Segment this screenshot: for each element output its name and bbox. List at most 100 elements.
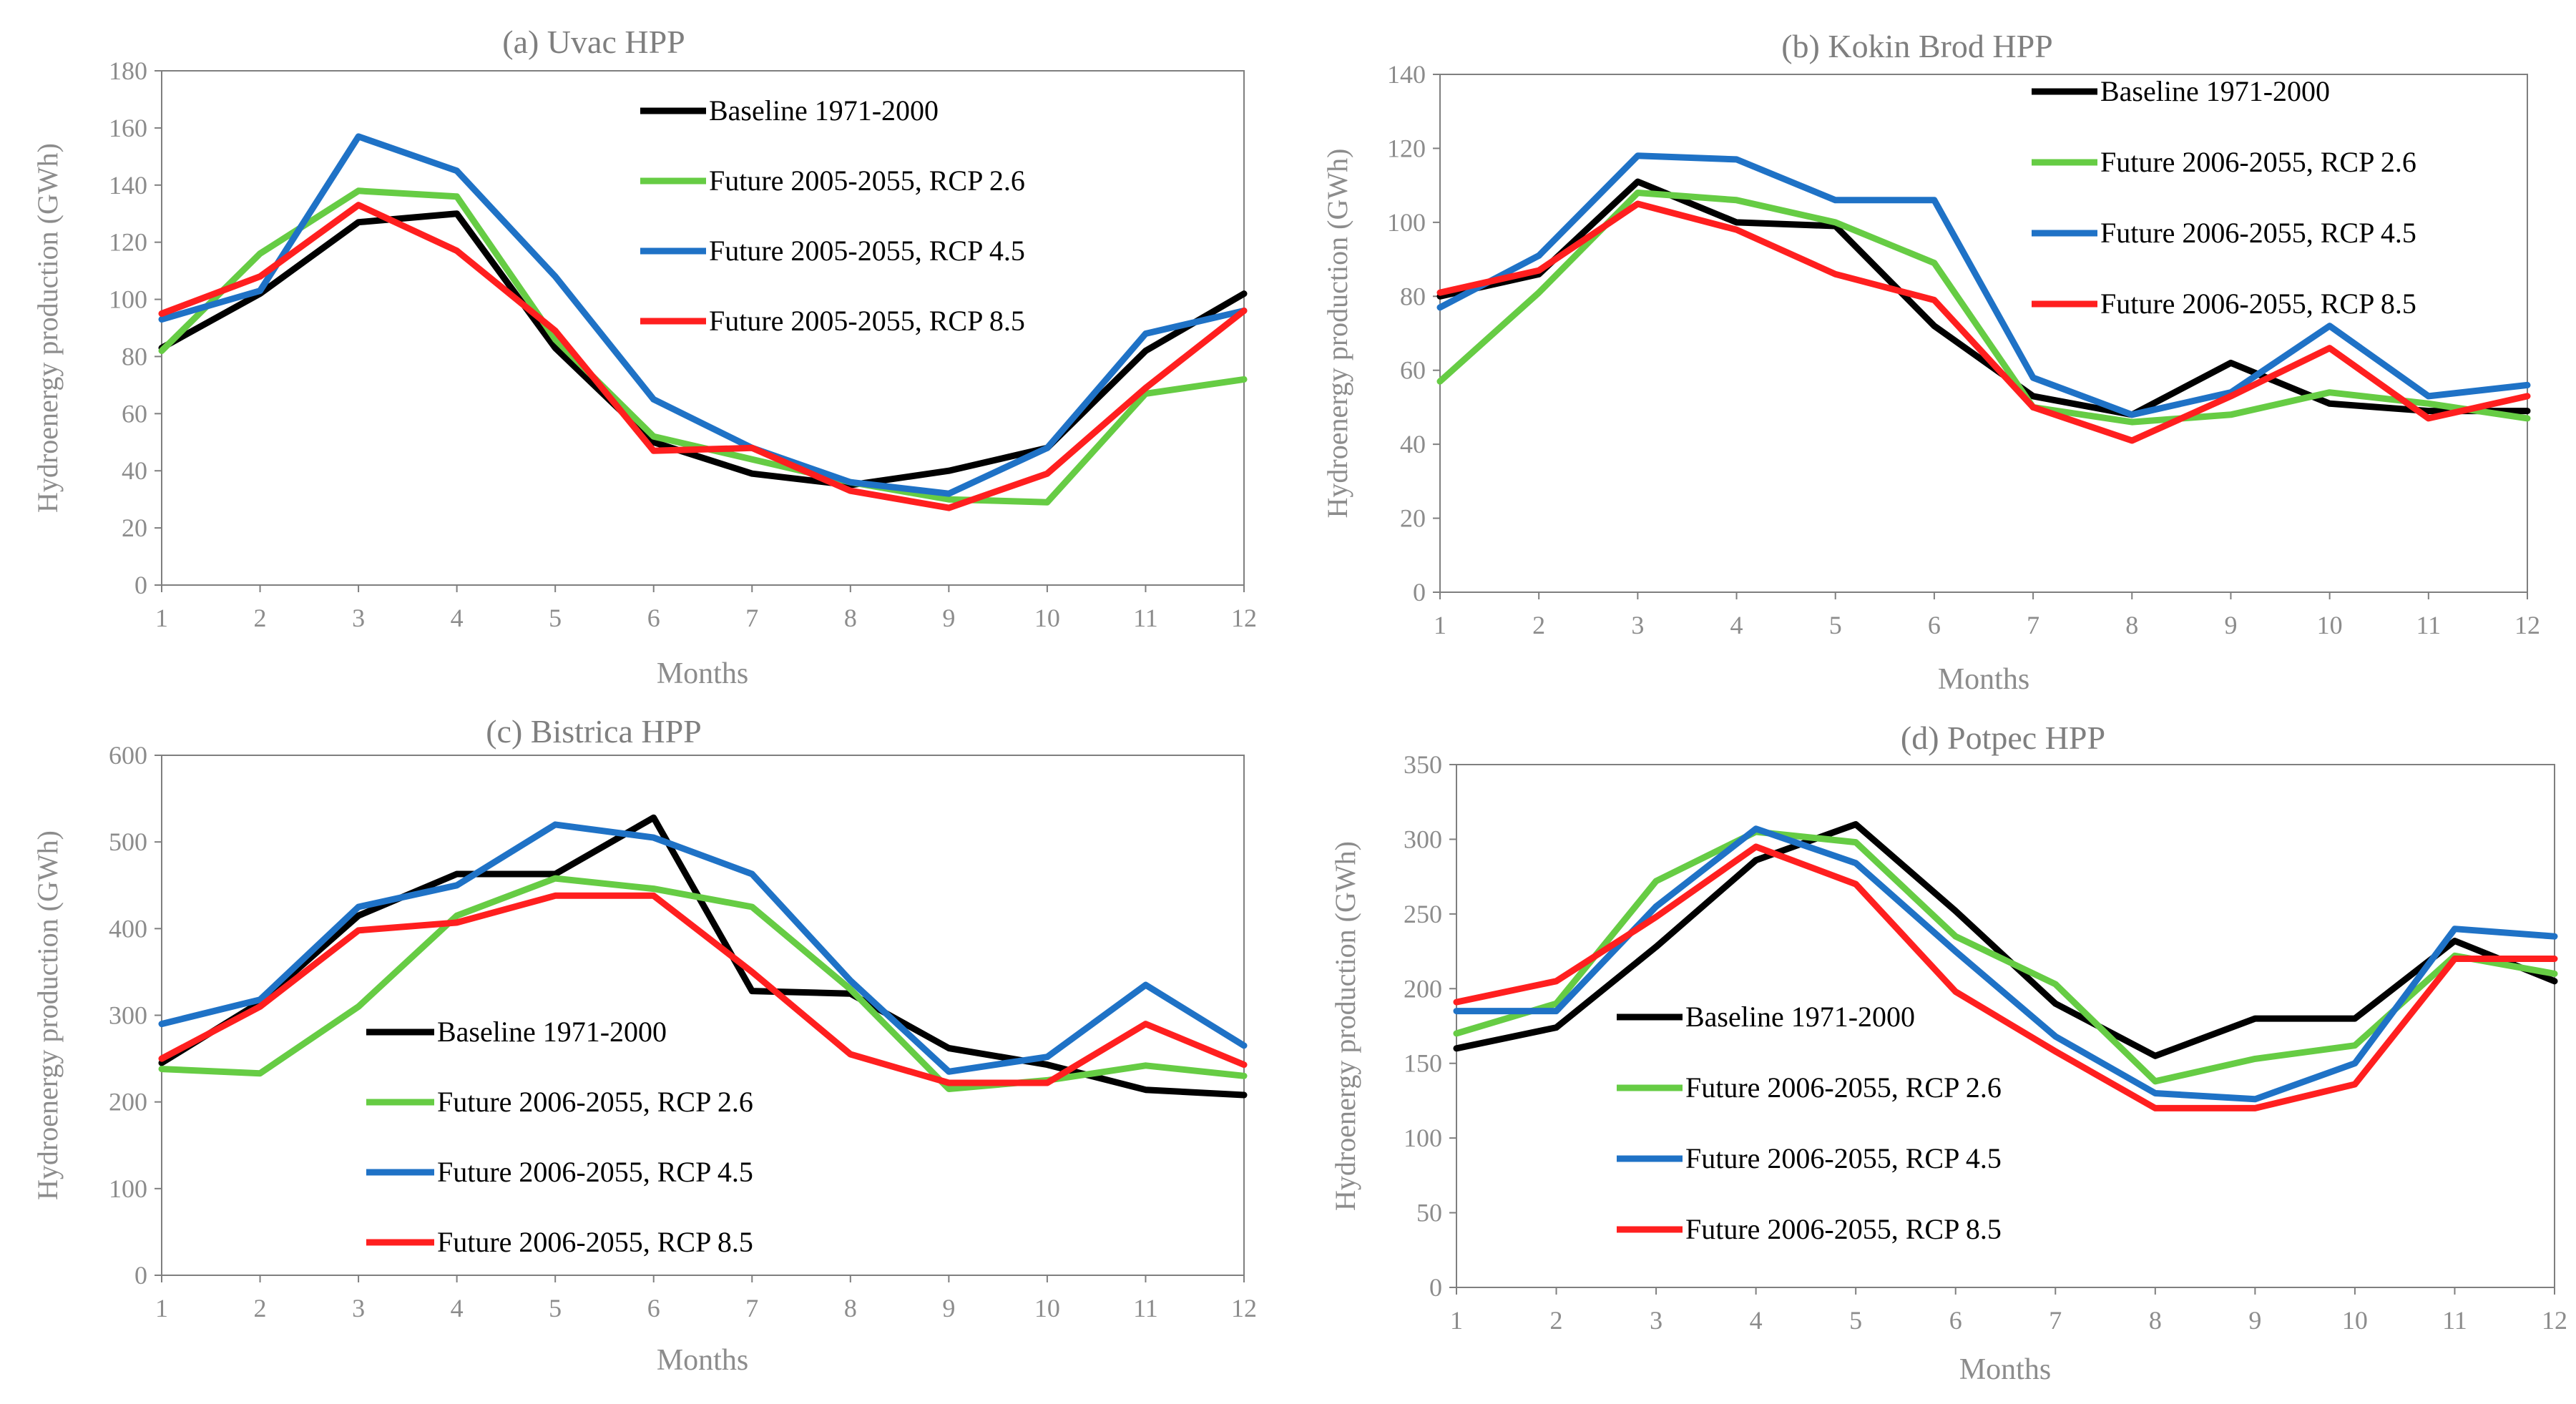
legend-label-rcp45: Future 2006-2055, RCP 4.5 xyxy=(2100,217,2416,249)
x-tick-label: 5 xyxy=(1829,611,1842,639)
x-tick-label: 11 xyxy=(1133,604,1158,632)
legend-label-rcp26: Future 2006-2055, RCP 2.6 xyxy=(437,1086,753,1118)
y-tick-label: 300 xyxy=(1404,825,1442,853)
x-tick-label: 11 xyxy=(1133,1294,1158,1322)
y-tick-label: 140 xyxy=(1387,60,1426,89)
x-axis-label: Months xyxy=(657,1344,748,1377)
y-tick-label: 20 xyxy=(1400,504,1426,533)
legend-label-rcp85: Future 2006-2055, RCP 8.5 xyxy=(1685,1213,2002,1245)
y-tick-label: 120 xyxy=(109,228,147,257)
y-tick-label: 100 xyxy=(1404,1124,1442,1152)
legend-label-baseline: Baseline 1971-2000 xyxy=(1685,1001,1915,1033)
x-tick-label: 7 xyxy=(2049,1306,2062,1335)
x-tick-label: 2 xyxy=(254,1294,267,1322)
legend-label-rcp85: Future 2006-2055, RCP 8.5 xyxy=(2100,288,2416,320)
legend-label-rcp45: Future 2005-2055, RCP 4.5 xyxy=(709,235,1025,267)
y-tick-label: 150 xyxy=(1404,1049,1442,1078)
y-tick-label: 20 xyxy=(122,514,147,542)
legend-label-baseline: Baseline 1971-2000 xyxy=(2100,75,2330,107)
x-axis-label: Months xyxy=(657,657,748,690)
legend-label-rcp26: Future 2006-2055, RCP 2.6 xyxy=(1685,1071,2002,1104)
x-tick-label: 3 xyxy=(352,1294,365,1322)
x-tick-label: 8 xyxy=(2149,1306,2162,1335)
x-tick-label: 5 xyxy=(549,604,562,632)
x-tick-label: 2 xyxy=(1532,611,1545,639)
y-tick-label: 0 xyxy=(134,571,147,599)
x-tick-label: 12 xyxy=(2542,1306,2567,1335)
y-tick-label: 500 xyxy=(109,828,147,856)
legend-label-rcp85: Future 2006-2055, RCP 8.5 xyxy=(437,1226,753,1258)
y-tick-label: 180 xyxy=(109,57,147,85)
x-tick-label: 1 xyxy=(155,604,168,632)
series-line-rcp45 xyxy=(158,133,1248,497)
x-tick-label: 7 xyxy=(745,604,758,632)
x-tick-label: 10 xyxy=(2342,1306,2368,1335)
x-tick-label: 4 xyxy=(451,1294,464,1322)
legend-label-baseline: Baseline 1971-2000 xyxy=(437,1016,667,1048)
y-tick-label: 140 xyxy=(109,171,147,200)
y-tick-label: 300 xyxy=(109,1001,147,1030)
x-tick-label: 3 xyxy=(1650,1306,1662,1335)
x-tick-label: 8 xyxy=(844,1294,857,1322)
plot-frame xyxy=(161,70,1245,586)
x-tick-label: 8 xyxy=(844,604,857,632)
x-tick-label: 3 xyxy=(352,604,365,632)
series-line-rcp26 xyxy=(158,875,1248,1092)
y-axis-label: Hydroenergy production (GWh) xyxy=(1321,149,1353,519)
x-tick-label: 12 xyxy=(1231,604,1257,632)
x-tick-label: 3 xyxy=(1631,611,1644,639)
x-axis-label: Months xyxy=(1959,1353,2051,1386)
x-tick-label: 10 xyxy=(2317,611,2343,639)
x-tick-label: 6 xyxy=(647,604,660,632)
y-tick-label: 350 xyxy=(1404,750,1442,779)
y-tick-label: 0 xyxy=(1429,1273,1442,1302)
series-line-rcp45 xyxy=(1453,825,2558,1103)
x-tick-label: 6 xyxy=(1949,1306,1962,1335)
y-tick-label: 40 xyxy=(122,456,147,485)
x-tick-label: 1 xyxy=(1434,611,1446,639)
series-line-baseline xyxy=(158,814,1248,1099)
x-tick-label: 6 xyxy=(647,1294,660,1322)
y-tick-label: 100 xyxy=(1387,208,1426,237)
x-tick-label: 5 xyxy=(549,1294,562,1322)
series-line-rcp26 xyxy=(1453,828,2558,1085)
x-tick-label: 7 xyxy=(745,1294,758,1322)
y-tick-label: 60 xyxy=(1400,356,1426,385)
chart-title: (c) Bistrica HPP xyxy=(486,713,702,750)
legend-label-rcp26: Future 2005-2055, RCP 2.6 xyxy=(709,165,1025,197)
x-tick-label: 8 xyxy=(2125,611,2138,639)
series-line-rcp85 xyxy=(158,202,1248,511)
x-axis-label: Months xyxy=(1938,663,2029,696)
chart-title: (d) Potpec HPP xyxy=(1901,720,2105,756)
plot-frame xyxy=(1456,764,2555,1288)
y-axis-label: Hydroenergy production (GWh) xyxy=(31,830,64,1200)
y-tick-label: 100 xyxy=(109,285,147,314)
x-tick-label: 5 xyxy=(1849,1306,1862,1335)
y-tick-label: 0 xyxy=(134,1261,147,1290)
legend-label-rcp45: Future 2006-2055, RCP 4.5 xyxy=(1685,1142,2002,1174)
x-tick-label: 10 xyxy=(1034,1294,1060,1322)
chart-potpec-hpp: 0 50 100 150 200 250 300 350 1 2 3 4 5 6 7 8 9 10 11 12 (d) … xyxy=(1288,702,2576,1404)
series-line-rcp85 xyxy=(158,892,1248,1086)
y-tick-label: 160 xyxy=(109,114,147,142)
y-tick-label: 40 xyxy=(1400,430,1426,458)
chart-title: (b) Kokin Brod HPP xyxy=(1781,28,2053,64)
y-tick-label: 600 xyxy=(109,741,147,770)
series-line-rcp26 xyxy=(1436,190,2531,426)
x-tick-label: 4 xyxy=(451,604,464,632)
y-axis-label: Hydroenergy production (GWh) xyxy=(31,143,64,513)
x-tick-label: 9 xyxy=(2224,611,2237,639)
y-axis-label: Hydroenergy production (GWh) xyxy=(1329,841,1361,1211)
chart-bistrica-hpp: 0 100 200 300 400 500 600 1 2 3 4 5 6 7 8 9 10 11 12 (c) Bi… xyxy=(0,702,1273,1404)
plot-frame xyxy=(1439,74,2528,593)
y-tick-label: 50 xyxy=(1416,1199,1442,1227)
y-tick-label: 400 xyxy=(109,914,147,943)
y-tick-label: 120 xyxy=(1387,134,1426,162)
x-tick-label: 9 xyxy=(2248,1306,2261,1335)
y-tick-label: 200 xyxy=(109,1088,147,1116)
x-tick-label: 2 xyxy=(254,604,267,632)
x-tick-label: 6 xyxy=(1928,611,1941,639)
